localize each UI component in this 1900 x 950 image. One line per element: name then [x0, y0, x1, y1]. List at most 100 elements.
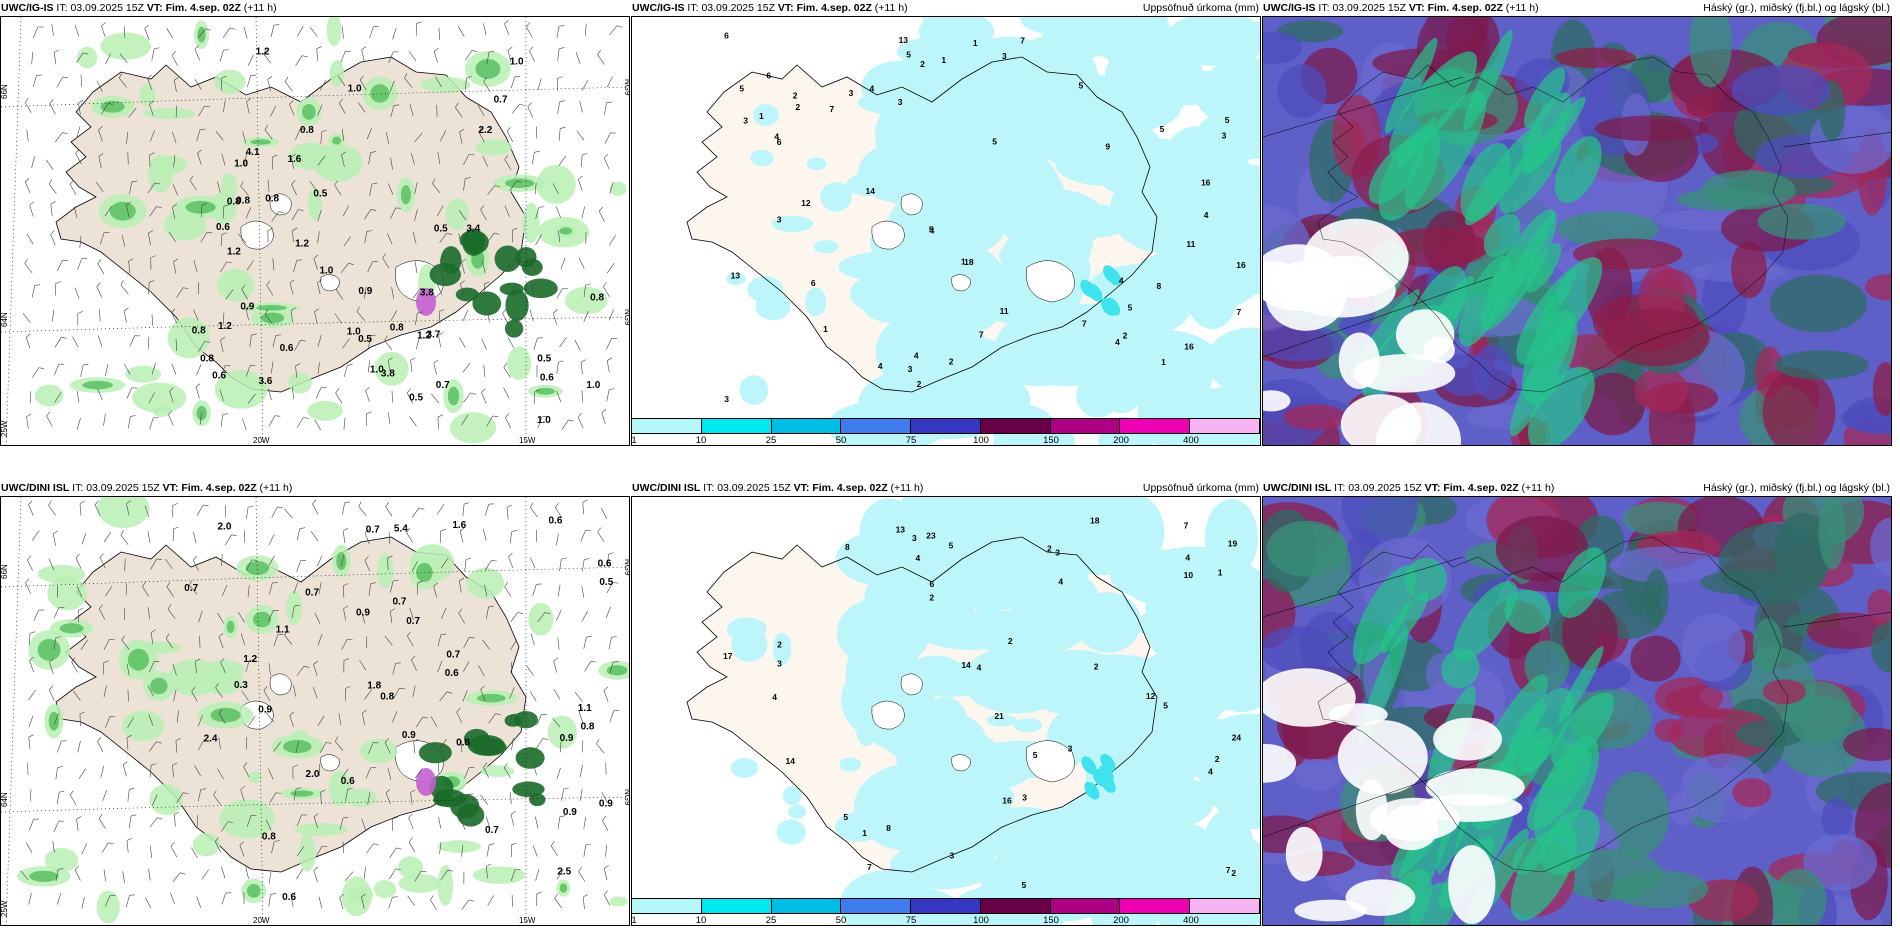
wind-barb: [384, 738, 391, 754]
precip-value-label: 0.6: [282, 892, 296, 903]
wind-barb: [414, 132, 423, 143]
clear-sky-area: [1355, 779, 1388, 841]
wind-barb: [578, 707, 584, 724]
wind-barb: [365, 767, 377, 779]
precip-value-label: 0.6: [598, 558, 612, 569]
cloud-layer: [1495, 515, 1589, 582]
precip-value-label: 1.8: [367, 681, 381, 692]
wind-barb: [510, 639, 517, 651]
wind-barb: [356, 306, 365, 321]
wind-barb: [309, 27, 318, 37]
wind-barb: [293, 259, 303, 272]
wind-barb: [268, 534, 275, 546]
wind-barb: [267, 388, 272, 401]
wind-barb: [94, 500, 101, 516]
precip-amount-label: 5: [906, 50, 911, 60]
precip-value-label: 0.8: [265, 194, 279, 205]
cloud-layer: [1769, 274, 1868, 333]
precip-moderate-area: [210, 707, 241, 723]
precip-amount-label: 18: [964, 257, 974, 267]
wind-barb: [558, 230, 561, 243]
wind-barb: [580, 153, 588, 167]
iceland-outline: [1317, 536, 1789, 873]
wind-barb: [340, 50, 351, 63]
precip-light-area: [214, 69, 246, 95]
low-cloud-band: [1519, 726, 1553, 772]
panel-header: UWC/DINI ISL IT: 03.09.2025 15Z VT: Fim.…: [632, 482, 1259, 494]
wind-barb: [433, 582, 439, 598]
wind-barb: [123, 363, 131, 375]
wind-barb: [556, 869, 564, 880]
latitude-line: [1, 86, 629, 108]
colorbar-labels: 1 10 25 50 75 100 150 200 400: [631, 435, 1261, 446]
clear-sky-area: [1376, 402, 1461, 445]
wind-barb: [559, 337, 567, 348]
precip-light-area: [373, 880, 397, 899]
low-cloud-band: [1527, 366, 1595, 445]
precip-value-label: 1.2: [295, 238, 309, 249]
precip-amount-label: 2: [793, 91, 798, 101]
wind-barb: [297, 25, 304, 37]
wind-barb: [406, 388, 414, 404]
wind-barb: [392, 662, 401, 676]
wind-barb: [101, 103, 114, 114]
precip-field: [805, 287, 827, 317]
wind-barb: [364, 556, 371, 572]
wind-barb: [56, 259, 68, 272]
precip-moderate-area: [476, 693, 506, 703]
wind-barb: [284, 76, 293, 92]
wind-barb: [552, 717, 561, 728]
precip-amount-label: 4: [977, 663, 982, 673]
precip-value-label: 3.4: [466, 224, 480, 235]
wind-barb: [556, 287, 569, 299]
precip-light-area: [214, 370, 268, 409]
wind-barb: [25, 842, 33, 853]
wind-barb: [170, 842, 178, 858]
wind-barb: [245, 207, 252, 219]
wind-barb: [24, 258, 33, 274]
precip-amount-label: 6: [929, 579, 934, 589]
wind-barb: [389, 868, 401, 880]
precip-value-label: 1.0: [348, 84, 362, 95]
wind-barb: [461, 414, 469, 426]
colorbar-swatch: [841, 419, 912, 433]
lat-label-right: NG9: [623, 79, 630, 96]
wind-barb: [583, 843, 592, 857]
wind-barb: [199, 412, 202, 425]
precip-amount-label: 18: [1090, 515, 1100, 525]
wind-barb: [388, 531, 391, 544]
precip-value-label: 1.0: [234, 158, 248, 169]
wind-barb: [582, 894, 588, 909]
wind-barb: [411, 655, 417, 671]
wind-barb: [384, 335, 393, 351]
wind-barb: [54, 132, 68, 143]
colorbar-label: 50: [835, 435, 847, 446]
wind-barb: [438, 816, 442, 829]
wind-barb: [51, 309, 55, 322]
wind-barb: [76, 52, 89, 64]
precip-moderate-area: [100, 100, 125, 113]
precip-heavy-area: [472, 738, 507, 756]
precip-amount-label: 1: [1161, 357, 1166, 367]
wind-barb: [317, 209, 322, 222]
wind-barb: [247, 585, 250, 598]
wind-barb: [218, 737, 221, 750]
wind-barb: [391, 390, 393, 403]
wind-barb: [246, 74, 257, 88]
wind-barb: [359, 659, 367, 671]
precip-amount-label: 11: [1186, 239, 1195, 249]
wind-barb: [366, 128, 372, 140]
precip-amount-label: 3: [743, 115, 748, 125]
precip-field: [806, 157, 827, 171]
wind-barb: [481, 338, 487, 350]
wind-barb: [290, 153, 296, 169]
precip-amount-label: 4: [774, 131, 779, 141]
low-cloud-band: [1460, 142, 1511, 222]
wind-barb: [126, 387, 138, 399]
wind-barb: [197, 149, 202, 165]
wind-barb: [529, 690, 537, 702]
wind-barb: [317, 155, 326, 166]
wind-barb: [392, 27, 397, 40]
wind-barb: [48, 558, 55, 571]
